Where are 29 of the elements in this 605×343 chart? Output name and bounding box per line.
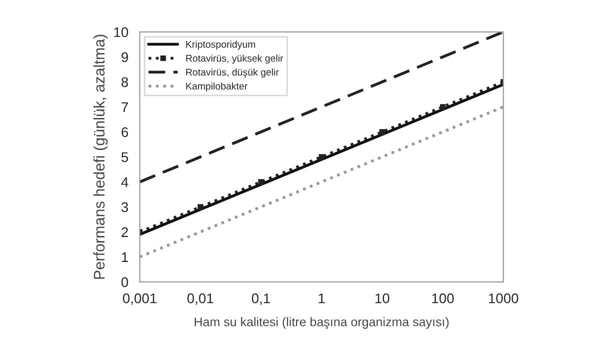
y-tick-label: 1	[122, 252, 128, 262]
y-axis-title: Performans hedefi (günlük, azaltma)	[93, 34, 108, 279]
point	[379, 129, 385, 135]
y-tick-label: 5	[121, 152, 128, 162]
y-tick-label: 0	[121, 277, 128, 288]
x-tick-label: 1	[318, 294, 325, 304]
y-tick-label: 10	[114, 27, 128, 38]
legend-label: Kampilobakter	[186, 82, 248, 92]
y-tick-label: 6	[122, 127, 128, 138]
point	[198, 204, 204, 210]
x-tick-label: 0,01	[187, 293, 214, 305]
point	[258, 179, 264, 185]
y-tick-label: 7	[122, 102, 128, 112]
point	[318, 154, 324, 160]
x-tick-label: 10	[375, 293, 390, 304]
x-axis-title: Ham su kalitesi (litre başına organizma sayısı)	[194, 317, 449, 329]
y-tick-label: 4	[121, 177, 128, 187]
y-tick-label: 2	[122, 227, 128, 237]
legend-label: Rotavirüs, yüksek gelir	[186, 54, 284, 64]
legend-label: Rotavirüs, düşük gelir	[186, 68, 279, 78]
x-tick-label: 0,1	[252, 293, 270, 305]
x-tick-label: 0,001	[122, 293, 156, 305]
y-tick-label: 3	[121, 202, 128, 212]
y-tick-label: 9	[122, 52, 128, 62]
x-tick-label: 1000	[488, 293, 518, 304]
legend-label: Kriptosporidyum	[186, 40, 256, 50]
point	[440, 104, 446, 110]
y-tick-label: 8	[122, 77, 128, 88]
x-tick-label: 100	[432, 293, 454, 304]
